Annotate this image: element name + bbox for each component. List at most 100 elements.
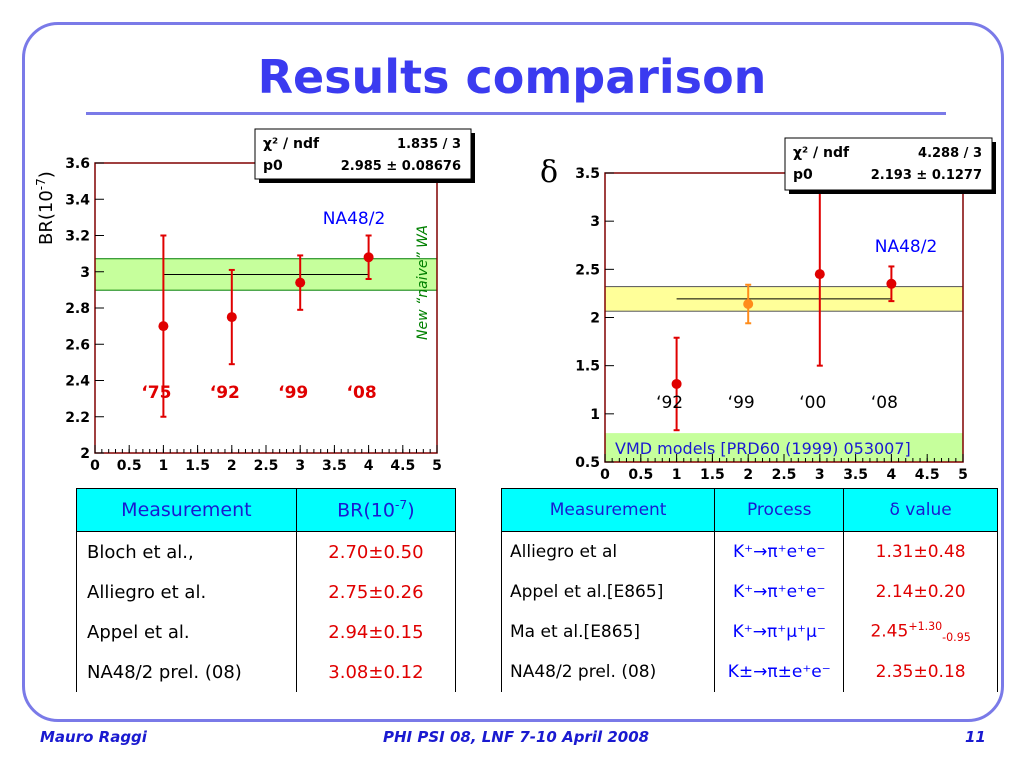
br-chart-data-point bbox=[295, 277, 306, 288]
delta-row-value: 2.14±0.20 bbox=[843, 572, 998, 612]
delta-table-header-value: δ value bbox=[843, 488, 998, 532]
delta-chart-point-label: ‘99 bbox=[728, 393, 755, 413]
delta-chart-experiment-label: NA48/2 bbox=[875, 237, 938, 257]
br-chart-wa-label: New “naive” WA bbox=[415, 225, 431, 340]
br-chart-x-tick-label: 4 bbox=[364, 458, 374, 474]
delta-chart-x-tick-label: 5 bbox=[958, 467, 968, 483]
br-chart-x-tick-label: 0.5 bbox=[117, 458, 142, 474]
br-chart-experiment-label: NA48/2 bbox=[323, 209, 386, 229]
delta-chart-stats-chi2-label: χ² / ndf bbox=[793, 145, 850, 161]
title-underline bbox=[86, 112, 946, 115]
delta-row-process: K±→π±e⁺e⁻ bbox=[714, 652, 845, 692]
br-chart-x-tick-label: 1.5 bbox=[185, 458, 210, 474]
br-chart-x-tick-label: 2 bbox=[227, 458, 237, 474]
delta-chart-x-tick-label: 1 bbox=[672, 467, 682, 483]
delta-row-process: K⁺→π⁺μ⁺μ⁻ bbox=[714, 612, 845, 652]
br-row-value: 2.94±0.15 bbox=[295, 612, 457, 652]
table-row: Appel et al.[E865] K⁺→π⁺e⁺e⁻ 2.14±0.20 bbox=[500, 572, 998, 612]
br-chart-data-point bbox=[363, 252, 374, 263]
br-row-name: Appel et al. bbox=[76, 612, 297, 652]
br-chart-y-tick-label: 3 bbox=[80, 265, 90, 281]
delta-chart-x-tick-label: 0 bbox=[600, 467, 610, 483]
table-row: Appel et al. 2.94±0.15 bbox=[76, 612, 457, 652]
delta-chart-x-tick-label: 0.5 bbox=[628, 467, 653, 483]
br-chart-data-point bbox=[226, 312, 237, 323]
br-row-name: Alliegro et al. bbox=[76, 572, 297, 612]
br-row-name: NA48/2 prel. (08) bbox=[76, 652, 297, 692]
br-chart-y-tick-label: 2 bbox=[80, 446, 90, 462]
br-chart-point-label: ‘92 bbox=[210, 383, 240, 403]
delta-chart-y-tick-label: 2.5 bbox=[575, 262, 600, 278]
br-chart-stats-chi2-value: 1.835 / 3 bbox=[397, 137, 461, 152]
br-chart-stats-p0-label: p0 bbox=[263, 158, 283, 174]
delta-chart-stats-chi2-value: 4.288 / 3 bbox=[918, 146, 982, 161]
delta-table-header-process: Process bbox=[714, 488, 845, 532]
br-row-value: 3.08±0.12 bbox=[295, 652, 457, 692]
delta-chart-plot-frame bbox=[604, 172, 964, 463]
br-row-value: 2.75±0.26 bbox=[295, 572, 457, 612]
br-chart-stats-chi2-label: χ² / ndf bbox=[263, 136, 320, 152]
br-chart-stats-box bbox=[254, 128, 472, 180]
delta-row-name: Alliegro et al bbox=[500, 531, 716, 572]
delta-chart-x-tick-label: 3.5 bbox=[843, 467, 868, 483]
delta-row-value: 2.35±0.18 bbox=[843, 652, 998, 692]
delta-chart-y-tick-label: 1.5 bbox=[575, 359, 600, 375]
delta-chart-data-point bbox=[886, 278, 897, 289]
br-chart-y-tick-label: 2.2 bbox=[65, 410, 90, 426]
table-row: Bloch et al., 2.70±0.50 bbox=[76, 531, 457, 572]
delta-row-name: Ma et al.[E865] bbox=[500, 612, 716, 652]
table-row: NA48/2 prel. (08) K±→π±e⁺e⁻ 2.35±0.18 bbox=[500, 652, 998, 692]
delta-chart-x-tick-label: 1.5 bbox=[700, 467, 725, 483]
br-chart-point-label: ‘99 bbox=[278, 383, 308, 403]
br-row-value: 2.70±0.50 bbox=[295, 531, 457, 572]
br-chart-point-label: ‘08 bbox=[347, 383, 377, 403]
br-chart-stats-p0-value: 2.985 ± 0.08676 bbox=[341, 159, 461, 174]
footer-page-number: 11 bbox=[965, 728, 986, 746]
br-chart-x-tick-label: 4.5 bbox=[390, 458, 415, 474]
delta-table: Measurement Process δ value Alliegro et … bbox=[500, 488, 998, 692]
table-row: Alliegro et al K⁺→π⁺e⁺e⁻ 1.31±0.48 bbox=[500, 531, 998, 572]
footer-conference: PHI PSI 08, LNF 7-10 April 2008 bbox=[383, 728, 650, 746]
br-chart-y-tick-label: 2.8 bbox=[65, 301, 90, 317]
delta-chart-data-point bbox=[743, 299, 754, 310]
footer-author: Mauro Raggi bbox=[40, 728, 147, 746]
delta-row-name: NA48/2 prel. (08) bbox=[500, 652, 716, 692]
delta-chart-y-axis-label: δ bbox=[540, 155, 558, 190]
delta-chart-y-tick-label: 2 bbox=[590, 311, 600, 327]
table-row: NA48/2 prel. (08) 3.08±0.12 bbox=[76, 652, 457, 692]
delta-row-process: K⁺→π⁺e⁺e⁻ bbox=[714, 572, 845, 612]
delta-table-header-measurement: Measurement bbox=[500, 488, 716, 532]
delta-chart-stats-box bbox=[784, 137, 993, 191]
br-chart-y-axis-label: BR(10-7) bbox=[34, 171, 57, 245]
delta-chart-y-tick-label: 1 bbox=[590, 407, 600, 423]
br-chart-y-tick-label: 3.4 bbox=[65, 192, 90, 208]
page-title: Results comparison bbox=[257, 50, 767, 104]
br-chart-y-tick-label: 2.6 bbox=[65, 337, 90, 353]
br-row-name: Bloch et al., bbox=[76, 531, 297, 572]
delta-chart-y-tick-label: 3.5 bbox=[575, 166, 600, 182]
delta-chart-stats-p0-label: p0 bbox=[793, 167, 813, 183]
delta-row-value: 1.31±0.48 bbox=[843, 531, 998, 572]
delta-chart-y-tick-label: 3 bbox=[590, 214, 600, 230]
br-table-header-br: BR(10-7) bbox=[295, 488, 457, 532]
br-chart-x-tick-label: 2.5 bbox=[254, 458, 279, 474]
br-chart-plot-frame bbox=[94, 162, 438, 454]
delta-chart-stats-p0-value: 2.193 ± 0.1277 bbox=[871, 168, 982, 183]
delta-chart-point-label: ‘00 bbox=[799, 393, 826, 413]
delta-chart-x-tick-label: 4 bbox=[887, 467, 897, 483]
br-chart-data-point bbox=[158, 321, 169, 332]
delta-chart-vmd-label: VMD models [PRD60 (1999) 053007] bbox=[615, 439, 911, 458]
br-chart-x-tick-label: 0 bbox=[90, 458, 100, 474]
br-chart-x-tick-label: 3.5 bbox=[322, 458, 347, 474]
br-chart-x-tick-label: 5 bbox=[432, 458, 442, 474]
delta-chart-data-point bbox=[671, 378, 682, 389]
br-table-header-measurement: Measurement bbox=[76, 488, 297, 532]
br-table: Measurement BR(10-7) Bloch et al., 2.70±… bbox=[76, 488, 457, 692]
delta-chart-point-label: ‘08 bbox=[871, 393, 898, 413]
delta-row-name: Appel et al.[E865] bbox=[500, 572, 716, 612]
br-chart-point-label: ‘75 bbox=[141, 383, 171, 403]
table-row: Ma et al.[E865] K⁺→π⁺μ⁺μ⁻ 2.45+1.30-0.95 bbox=[500, 612, 998, 652]
delta-chart-x-tick-label: 4.5 bbox=[915, 467, 940, 483]
delta-chart-data-point bbox=[814, 269, 825, 280]
